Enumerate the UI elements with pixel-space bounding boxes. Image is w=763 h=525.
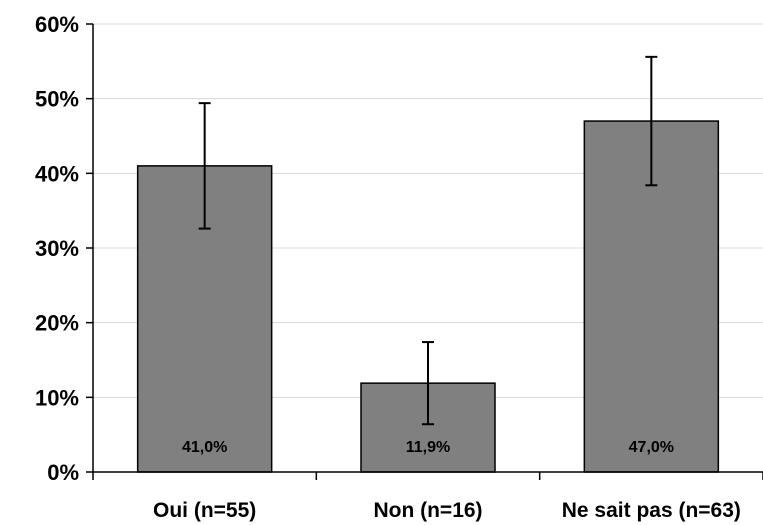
data-label: 47,0%	[629, 439, 674, 456]
y-tick-label: 20%	[35, 311, 79, 336]
y-tick-label: 50%	[35, 87, 79, 112]
data-label: 41,0%	[182, 439, 227, 456]
y-tick-label: 10%	[35, 385, 79, 410]
y-tick-label: 40%	[35, 161, 79, 186]
x-category-label: Oui (n=55)	[153, 499, 256, 522]
data-label: 11,9%	[406, 439, 450, 456]
x-category-label: Ne sait pas (n=63)	[562, 499, 741, 522]
x-category-label: Non (n=16)	[373, 499, 482, 522]
y-tick-label: 30%	[35, 236, 79, 261]
y-tick-label: 60%	[35, 12, 79, 37]
y-tick-label: 0%	[47, 460, 79, 485]
